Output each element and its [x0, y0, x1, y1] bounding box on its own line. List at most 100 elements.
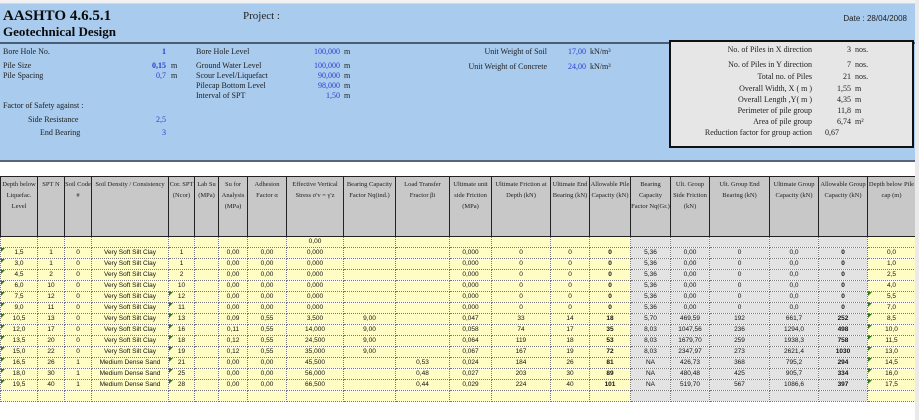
cell-nq-ind[interactable] — [343, 291, 396, 303]
cell-nq-gr[interactable]: NA — [630, 357, 671, 369]
cell-ult-group-side[interactable]: 519,70 — [670, 379, 710, 391]
cell-soil-density[interactable]: Very Soft Silt Clay — [91, 324, 169, 336]
cell-allow-group-cap[interactable]: 0 — [818, 269, 868, 281]
cell-allow-pile[interactable]: 101 — [589, 379, 631, 391]
cell-ult-friction[interactable]: 0 — [491, 247, 551, 259]
cell-nq-gr[interactable]: 8,03 — [630, 346, 671, 358]
cell-soil-density[interactable]: Medium Dense Sand — [91, 379, 169, 391]
cell-empty[interactable] — [194, 390, 219, 402]
cell-cor-spt[interactable]: 13 — [168, 313, 195, 325]
cell-ult-group-side[interactable]: 469,59 — [670, 313, 710, 325]
cell-empty[interactable] — [449, 390, 492, 402]
cell-su-analysis[interactable]: 0,00 — [218, 302, 248, 314]
cell-ult-group-side[interactable]: 0,00 — [670, 247, 710, 259]
cell-load-transfer[interactable] — [395, 269, 450, 281]
cell-depth-pilecap[interactable]: 7,0 — [867, 302, 916, 314]
cell-empty[interactable] — [867, 390, 916, 402]
cell-ult-group-end[interactable]: 368 — [709, 357, 770, 369]
cell-cor-spt[interactable]: 10 — [168, 280, 195, 292]
cell-ult-friction[interactable]: 74 — [491, 324, 551, 336]
cell-spt-n[interactable]: 20 — [37, 335, 65, 347]
cell-load-transfer[interactable] — [395, 258, 450, 270]
cell-empty[interactable] — [589, 390, 631, 402]
cell-allow-pile[interactable]: 0 — [589, 258, 631, 270]
cell-allow-pile[interactable]: 35 — [589, 324, 631, 336]
cell-ult-group-end[interactable]: 0 — [709, 269, 770, 281]
cell-adhesion[interactable]: 0,55 — [247, 313, 287, 325]
cell-depth-liquefac[interactable]: 10,5 — [0, 313, 38, 325]
cell-empty[interactable] — [818, 390, 868, 402]
cell-ult-end[interactable]: 0 — [550, 280, 590, 292]
cell-spt-n[interactable]: 17 — [37, 324, 65, 336]
cell-lab-su[interactable] — [194, 368, 219, 380]
cell-allow-pile[interactable]: 0 — [589, 247, 631, 259]
cell-su-analysis[interactable]: 0,12 — [218, 346, 248, 358]
cell-adhesion[interactable]: 0,55 — [247, 324, 287, 336]
cell-eff-stress[interactable]: 0,000 — [286, 247, 344, 259]
cell-ult-unit-side[interactable]: 0,024 — [449, 357, 492, 369]
cell-ult-group-side[interactable]: 0,00 — [670, 291, 710, 303]
cell-lab-su[interactable] — [194, 335, 219, 347]
cell-ult-end[interactable]: 14 — [550, 313, 590, 325]
cell-su-analysis[interactable]: 0,09 — [218, 313, 248, 325]
cell-depth-pilecap[interactable]: 4,0 — [867, 280, 916, 292]
cell-nq-gr[interactable]: 8,03 — [630, 335, 671, 347]
cell-ult-friction[interactable]: 167 — [491, 346, 551, 358]
cell-lab-su[interactable] — [194, 291, 219, 303]
cell-nq-ind[interactable] — [343, 379, 396, 391]
cell-ult-group-cap[interactable]: 0,0 — [769, 258, 819, 270]
cell-allow-pile[interactable]: 53 — [589, 335, 631, 347]
cell-soil-code[interactable]: 0 — [64, 280, 92, 292]
cell-ult-friction[interactable]: 0 — [491, 269, 551, 281]
cell-ult-friction[interactable]: 184 — [491, 357, 551, 369]
cell-empty[interactable] — [395, 390, 450, 402]
cell-allow-group-cap[interactable]: 0 — [818, 247, 868, 259]
cell-allow-group-cap[interactable]: 498 — [818, 324, 868, 336]
cell-depth-liquefac[interactable]: 12,0 — [0, 324, 38, 336]
cell-soil-density[interactable]: Very Soft Silt Clay — [91, 335, 169, 347]
cell-su-analysis[interactable]: 0,00 — [218, 291, 248, 303]
cell-ult-group-side[interactable]: 2347,97 — [670, 346, 710, 358]
cell-spt-n[interactable]: 30 — [37, 368, 65, 380]
cell-su-analysis[interactable]: 0,11 — [218, 324, 248, 336]
cell-nq-gr[interactable]: 5,36 — [630, 269, 671, 281]
cell-lab-su[interactable] — [194, 313, 219, 325]
cell-soil-density[interactable]: Medium Dense Sand — [91, 368, 169, 380]
cell-soil-code[interactable]: 0 — [64, 269, 92, 281]
cell-ult-unit-side[interactable]: 0,029 — [449, 379, 492, 391]
cell-empty[interactable] — [670, 390, 710, 402]
cell-nq-gr[interactable]: NA — [630, 368, 671, 380]
cell-empty[interactable] — [37, 390, 65, 402]
cell-adhesion[interactable]: 0,00 — [247, 357, 287, 369]
cell-ult-unit-side[interactable]: 0,000 — [449, 258, 492, 270]
cell-ult-unit-side[interactable]: 0,000 — [449, 291, 492, 303]
cell-spt-n[interactable]: 10 — [37, 280, 65, 292]
cell-depth-pilecap[interactable]: 1,0 — [867, 258, 916, 270]
cell-spt-n[interactable]: 26 — [37, 357, 65, 369]
cell-empty[interactable] — [709, 390, 770, 402]
cell-nq-ind[interactable] — [343, 280, 396, 292]
cell-allow-pile[interactable]: 72 — [589, 346, 631, 358]
cell-adhesion[interactable]: 0,55 — [247, 346, 287, 358]
cell-ult-group-cap[interactable]: 661,7 — [769, 313, 819, 325]
cell-ult-group-end[interactable]: 0 — [709, 291, 770, 303]
cell-lab-su[interactable] — [194, 269, 219, 281]
cell-empty[interactable] — [168, 390, 195, 402]
cell-su-analysis[interactable]: 0,00 — [218, 357, 248, 369]
cell-ult-end[interactable]: 0 — [550, 269, 590, 281]
cell-cor-spt[interactable]: 16 — [168, 324, 195, 336]
cell-eff-stress[interactable]: 0,000 — [286, 280, 344, 292]
cell-empty[interactable] — [630, 390, 671, 402]
cell-allow-group-cap[interactable]: 0 — [818, 302, 868, 314]
cell-allow-group-cap[interactable]: 252 — [818, 313, 868, 325]
cell-ult-unit-side[interactable]: 0,067 — [449, 346, 492, 358]
cell-ult-group-cap[interactable]: 0,0 — [769, 247, 819, 259]
cell-allow-group-cap[interactable]: 294 — [818, 357, 868, 369]
cell-nq-gr[interactable]: 5,36 — [630, 247, 671, 259]
cell-ult-end[interactable]: 0 — [550, 247, 590, 259]
cell-eff-stress[interactable]: 14,000 — [286, 324, 344, 336]
scour-level-value[interactable]: 90,000 — [318, 71, 340, 80]
cell-nq-ind[interactable]: 9,00 — [343, 313, 396, 325]
cell-allow-group-cap[interactable]: 0 — [818, 280, 868, 292]
cell-soil-density[interactable]: Very Soft Silt Clay — [91, 258, 169, 270]
